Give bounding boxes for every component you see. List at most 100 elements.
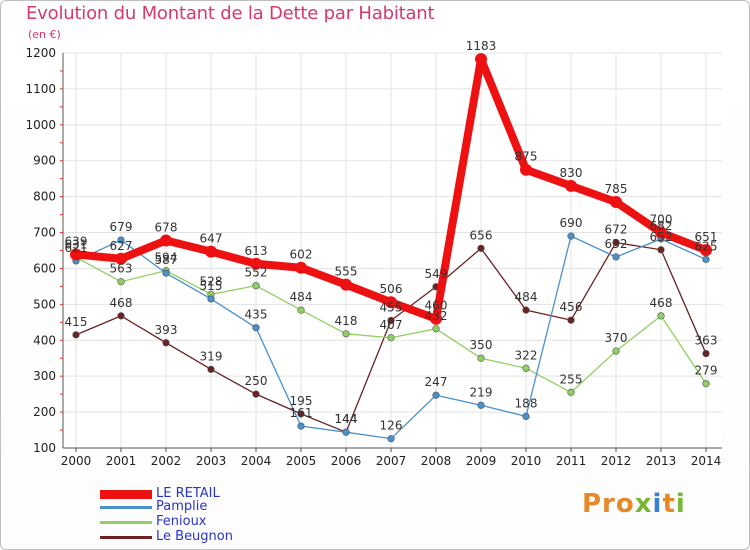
data-label: 255 [560,372,583,386]
x-tick-label: 2014 [691,454,722,468]
data-label: 506 [380,282,403,296]
data-point [387,435,395,443]
x-tick-label: 2007 [376,454,407,468]
legend-label: LE RETAIL [156,486,220,501]
data-label: 144 [335,412,358,426]
legend-swatch [100,521,152,524]
data-label: 594 [155,251,178,265]
data-label: 515 [200,279,223,293]
y-tick-label: 800 [33,190,56,204]
data-point [702,380,710,388]
data-label: 830 [560,166,583,180]
data-label: 161 [290,406,313,420]
data-point [430,312,442,325]
data-point [252,390,260,398]
data-label: 549 [425,267,448,281]
data-point [72,331,80,339]
data-label: 279 [695,364,718,378]
data-label: 188 [515,396,538,410]
data-point [297,410,305,418]
data-label: 468 [110,296,133,310]
data-point [295,261,307,274]
data-point [610,196,622,209]
data-label: 656 [470,228,493,242]
data-label: 393 [155,323,178,337]
data-label: 632 [605,237,628,251]
data-point [342,330,350,338]
data-label: 370 [605,331,628,345]
legend-label: Fenioux [156,514,207,529]
legend-swatch [100,506,152,509]
data-point [657,246,665,254]
data-point [612,347,620,355]
data-label: 647 [200,232,223,246]
data-label: 415 [65,315,88,329]
data-point [115,252,127,265]
data-point [655,226,667,239]
data-point [117,236,125,244]
x-tick-label: 2005 [286,454,317,468]
x-tick-label: 2009 [466,454,497,468]
data-label: 468 [650,296,673,310]
data-point [205,245,217,258]
data-label: 627 [110,239,133,253]
data-point [475,53,487,66]
data-point [252,282,260,290]
data-label: 460 [425,299,448,313]
data-label: 555 [335,265,358,279]
data-label: 700 [650,213,673,227]
x-tick-label: 2012 [601,454,632,468]
data-label: 435 [245,308,268,322]
x-tick-label: 2013 [646,454,677,468]
data-label: 651 [695,230,718,244]
data-point [477,244,485,252]
data-label: 432 [425,309,448,323]
data-point [477,401,485,409]
data-point [162,339,170,347]
data-label: 679 [110,220,133,234]
x-tick-label: 2003 [196,454,227,468]
data-label: 455 [380,301,403,315]
data-point [567,388,575,396]
y-tick-label: 400 [33,333,56,347]
data-point [522,364,530,372]
x-tick-label: 2011 [556,454,587,468]
y-tick-label: 700 [33,226,56,240]
data-point [522,412,530,421]
data-label: 528 [200,274,223,288]
data-label: 484 [290,290,313,304]
data-label: 587 [155,253,178,267]
data-point [297,422,305,430]
x-tick-label: 2004 [241,454,272,468]
data-point [117,312,125,320]
data-label: 322 [515,348,538,362]
data-point [702,349,710,358]
data-label: 126 [380,419,403,433]
data-label: 350 [470,338,493,352]
data-label: 552 [245,266,268,280]
x-tick-label: 2006 [331,454,362,468]
data-point [207,295,215,303]
data-label: 144 [335,412,358,426]
data-label: 639 [65,234,88,248]
data-label: 363 [695,334,718,348]
data-point [522,306,530,314]
y-tick-label: 900 [33,154,56,168]
data-point [387,316,395,325]
data-point [117,278,125,286]
data-point [387,334,395,342]
data-point [432,391,440,399]
data-point [385,296,397,309]
data-label: 1183 [466,39,497,53]
y-tick-label: 600 [33,261,56,275]
data-point [342,428,350,436]
y-tick-label: 500 [33,297,56,311]
data-label: 682 [650,219,673,233]
y-tick-label: 300 [33,369,56,383]
data-point [162,269,170,277]
data-point [567,316,575,324]
legend-label: Pamplie [156,499,208,514]
data-point [565,179,577,192]
data-point [477,354,485,362]
